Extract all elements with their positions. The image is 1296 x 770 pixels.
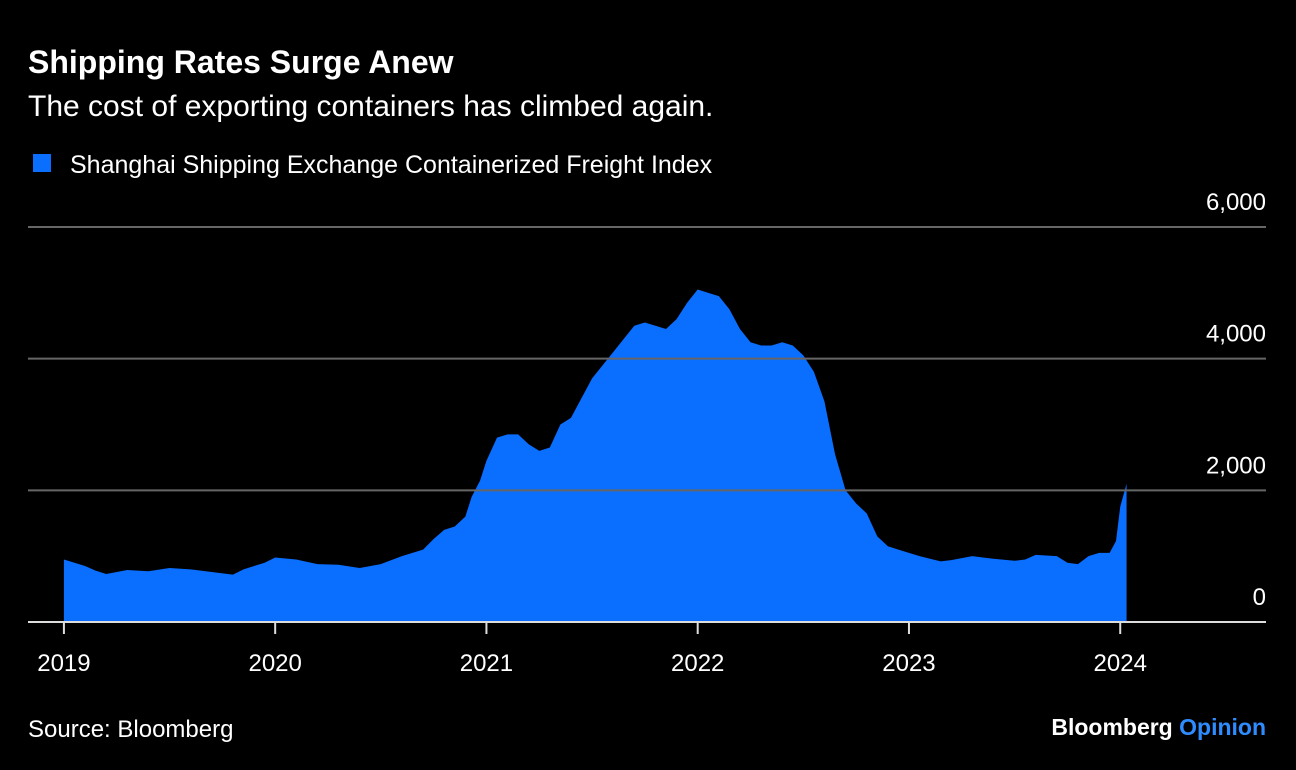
y-tick-label: 0 [1253,584,1266,611]
area [63,289,1127,622]
x-tick-label: 2021 [460,650,513,677]
chart-title: Shipping Rates Surge Anew [28,44,454,80]
y-tick-label: 6,000 [1206,189,1266,216]
brand-suffix: Opinion [1179,714,1266,740]
legend-label: Shanghai Shipping Exchange Containerized… [70,151,713,179]
x-tick-label: 2020 [248,650,301,677]
y-tick-label: 4,000 [1206,321,1266,348]
legend-swatch [33,154,51,172]
source: Source: Bloomberg [28,716,233,743]
x-tick-label: 2022 [671,650,724,677]
brand: Bloomberg Opinion [1051,714,1266,740]
y-tick-label: 2,000 [1206,452,1266,479]
x-tick-label: 2023 [882,650,935,677]
x-tick-label: 2019 [37,650,90,677]
brand-name: Bloomberg [1051,714,1172,740]
x-tick-label: 2024 [1094,650,1147,677]
chart-subtitle: The cost of exporting containers has cli… [28,90,713,123]
